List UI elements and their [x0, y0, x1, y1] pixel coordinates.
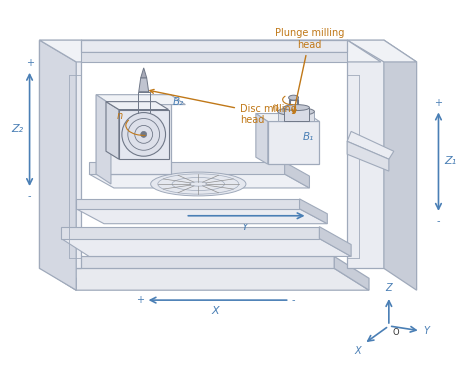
Text: B₂: B₂	[173, 97, 184, 107]
Polygon shape	[139, 78, 149, 92]
Text: Y: Y	[242, 222, 248, 232]
Text: Plunge milling
head: Plunge milling head	[275, 28, 344, 113]
Polygon shape	[96, 95, 171, 174]
Circle shape	[122, 113, 165, 156]
Polygon shape	[283, 108, 310, 121]
Text: X: X	[211, 306, 219, 316]
Polygon shape	[89, 174, 310, 188]
Polygon shape	[81, 40, 347, 52]
Text: +: +	[435, 97, 442, 108]
Text: Disc milling
head: Disc milling head	[150, 89, 297, 125]
Polygon shape	[81, 40, 381, 62]
Polygon shape	[42, 268, 369, 290]
Text: Y: Y	[424, 326, 429, 336]
Circle shape	[141, 131, 146, 137]
Polygon shape	[334, 256, 369, 290]
Polygon shape	[39, 40, 76, 290]
Text: Z₁: Z₁	[445, 156, 456, 166]
Polygon shape	[106, 101, 119, 159]
Polygon shape	[300, 199, 328, 224]
Polygon shape	[256, 114, 268, 164]
Polygon shape	[81, 52, 347, 62]
Polygon shape	[268, 121, 319, 164]
Polygon shape	[96, 95, 111, 184]
Polygon shape	[61, 239, 351, 256]
Polygon shape	[89, 162, 285, 174]
Polygon shape	[347, 131, 394, 159]
Polygon shape	[76, 199, 300, 209]
Text: -: -	[180, 211, 183, 221]
Polygon shape	[278, 111, 314, 121]
Text: -: -	[292, 295, 295, 305]
Text: B₁: B₁	[302, 132, 314, 142]
Text: Z: Z	[385, 283, 392, 293]
Polygon shape	[256, 114, 319, 121]
Text: Z₂: Z₂	[11, 124, 24, 134]
Polygon shape	[319, 227, 351, 256]
Polygon shape	[96, 95, 185, 104]
Text: +: +	[136, 295, 144, 305]
Polygon shape	[39, 40, 116, 62]
Text: +: +	[26, 58, 34, 68]
Polygon shape	[39, 40, 81, 268]
Text: +: +	[310, 211, 318, 221]
Polygon shape	[347, 40, 417, 62]
Text: n: n	[117, 111, 123, 121]
Ellipse shape	[289, 95, 299, 100]
Ellipse shape	[283, 104, 310, 111]
Polygon shape	[106, 101, 169, 110]
Polygon shape	[347, 40, 384, 268]
Text: -: -	[28, 191, 31, 201]
Polygon shape	[285, 162, 310, 188]
Polygon shape	[347, 141, 389, 171]
Text: X: X	[355, 346, 361, 356]
Polygon shape	[42, 256, 334, 268]
Polygon shape	[384, 40, 417, 290]
Polygon shape	[42, 256, 76, 290]
Polygon shape	[119, 110, 169, 159]
Polygon shape	[76, 209, 328, 224]
Ellipse shape	[278, 108, 314, 115]
Polygon shape	[141, 68, 146, 78]
Ellipse shape	[151, 172, 246, 196]
Text: nᵢ: nᵢ	[272, 103, 280, 113]
Text: O: O	[393, 328, 400, 337]
Polygon shape	[61, 227, 319, 239]
Text: -: -	[437, 216, 440, 226]
